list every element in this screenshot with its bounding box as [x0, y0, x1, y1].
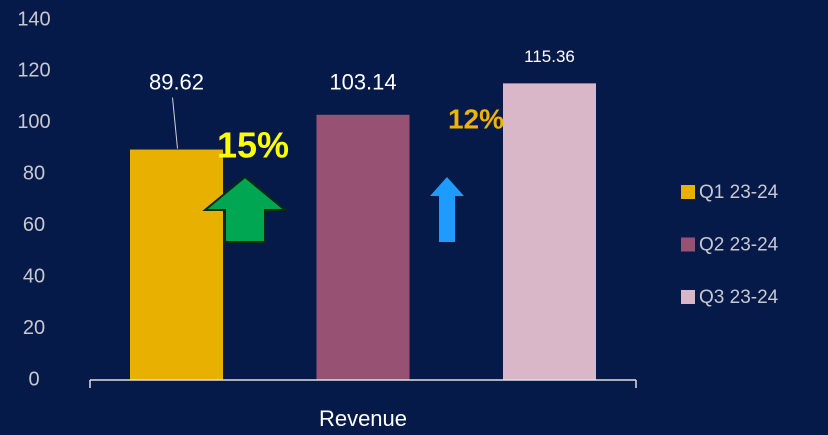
y-tick-label: 60	[23, 214, 45, 236]
data-label: 89.62	[149, 69, 204, 94]
y-tick-label: 40	[23, 265, 45, 287]
green-arrow	[202, 175, 288, 243]
legend-label: Q2 23-24	[699, 235, 779, 256]
y-tick-label: 80	[23, 163, 45, 185]
bar	[316, 114, 410, 380]
x-tick-label: Revenue	[319, 406, 407, 431]
legend-label: Q3 23-24	[699, 287, 779, 308]
y-tick-label: 140	[17, 8, 50, 30]
bar	[503, 83, 596, 381]
leader-line	[172, 97, 178, 149]
data-label: 103.14	[329, 70, 396, 95]
legend-swatch	[681, 237, 695, 252]
y-tick-label: 120	[17, 60, 50, 82]
blue-arrow	[430, 177, 464, 242]
y-tick-label: 0	[28, 368, 39, 390]
y-tick-label: 20	[23, 317, 45, 339]
bar	[130, 149, 223, 380]
legend-swatch	[681, 185, 695, 199]
annotation: 12%	[448, 103, 504, 134]
annotation: 15%	[217, 125, 289, 166]
y-tick-label: 100	[17, 111, 50, 133]
legend-label: Q1 23-24	[699, 182, 779, 203]
data-label: 115.36	[524, 47, 575, 66]
legend-swatch	[681, 290, 695, 304]
